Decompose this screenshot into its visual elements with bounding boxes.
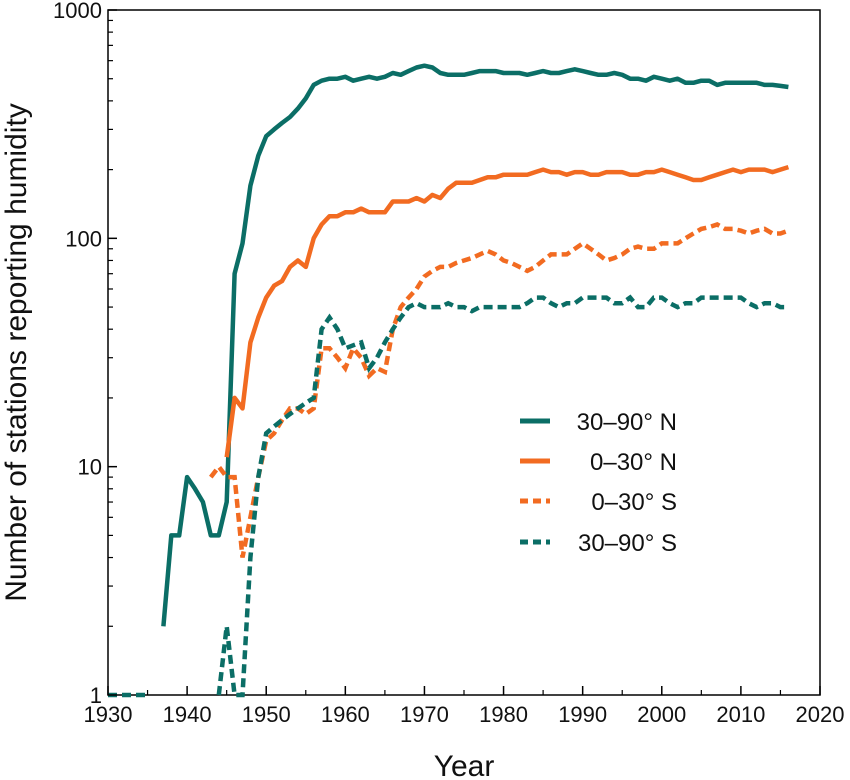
plot-area [107,9,821,698]
plot-frame [107,9,821,696]
legend-label-2: 0–30° S [591,489,677,516]
legend-label-1: 0–30° N [590,449,677,476]
x-tick-label: 2000 [637,702,686,727]
x-tick-label: 1990 [558,702,607,727]
series-line-0 [161,63,789,627]
y-tick-label: 1000 [53,0,102,23]
y-axis-title: Number of stations reporting humidity [0,103,33,602]
series-lines [108,63,790,698]
x-tick-label: 2010 [716,702,765,727]
x-tick-label: 1940 [163,702,212,727]
y-tick-label: 100 [65,226,102,251]
legend: 30–90° N 0–30° N 0–30° S 30–90° S [520,409,677,557]
legend-label-3: 30–90° S [578,530,677,557]
x-tick-label: 2020 [796,702,845,727]
x-tick-label: 1930 [84,702,133,727]
x-tick-label: 1960 [321,702,370,727]
x-axis-title: Year [434,750,495,780]
y-tick-label: 10 [78,455,102,480]
y-tick-label: 1 [90,683,102,708]
series-line-1 [224,164,790,458]
x-tick-label: 1950 [242,702,291,727]
axes: 1930 1940 1950 1960 1970 1980 1990 2000 2010 2020… [53,0,844,727]
x-tick-label: 1970 [400,702,449,727]
x-tick-label: 1980 [479,702,528,727]
series-line-3 [108,294,789,698]
series-line-2 [209,222,790,558]
legend-label-0: 30–90° N [577,409,677,436]
